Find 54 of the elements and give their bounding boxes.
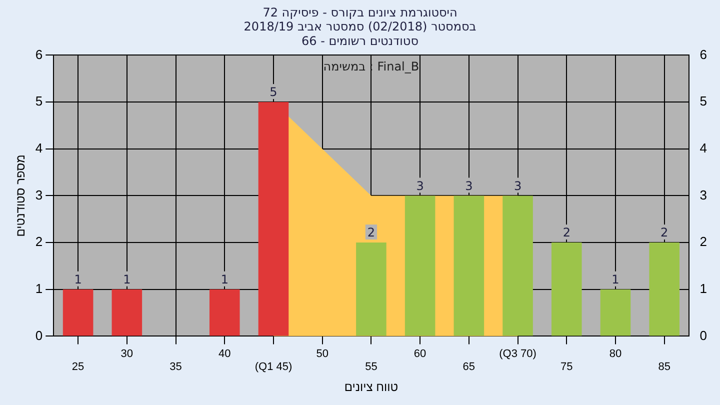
y-axis-title: מספר סטודנטים <box>14 154 28 237</box>
data-label: 1 <box>123 272 131 286</box>
bar <box>62 289 94 336</box>
bar <box>404 196 436 336</box>
y2-tick-label: 6 <box>700 46 708 62</box>
x-tick-label: 75 <box>560 361 573 374</box>
bar <box>454 196 484 336</box>
y-tick-label: 4 <box>35 140 43 156</box>
data-label: 3 <box>416 178 424 193</box>
bar <box>258 102 289 336</box>
annotation: במשימה : Final_B <box>323 59 420 74</box>
bar <box>600 289 631 336</box>
y-tick-label: 2 <box>35 234 43 250</box>
bar <box>502 196 533 336</box>
y2-tick-label: 2 <box>700 234 708 250</box>
y-tick-label: 0 <box>35 328 43 343</box>
x-axis-title: טווח ציונים <box>344 380 398 394</box>
data-label: 3 <box>514 178 522 193</box>
bar <box>356 242 386 336</box>
y2-tick-label: 3 <box>700 187 708 202</box>
y-tick-label: 3 <box>35 187 43 202</box>
data-label: 1 <box>612 272 620 286</box>
data-label: 3 <box>465 178 473 193</box>
x-tick-label: 50 <box>316 348 328 360</box>
bar <box>112 289 142 336</box>
chart-title: היסטוגרמת ציונים בקורס - פיסיקה 72 <box>262 5 458 20</box>
x-tick-label: (Q1 45) <box>254 361 292 374</box>
y2-tick-label: 5 <box>700 94 708 109</box>
bar <box>649 242 680 336</box>
bar <box>209 289 240 336</box>
y-tick-label: 6 <box>35 46 43 62</box>
chart-subtitle: בסמסטר (02/2018) סמסטר אביב 2018/19 סטודנטים רשומים - 66 <box>244 20 476 48</box>
bar <box>551 242 582 336</box>
y2-tick-label: 0 <box>700 328 708 343</box>
data-label: 1 <box>220 272 228 286</box>
x-tick-label: 55 <box>365 361 378 374</box>
data-label: 5 <box>270 85 278 100</box>
data-label: 2 <box>660 226 668 240</box>
data-label: 2 <box>562 226 570 240</box>
y2-tick-label: 1 <box>700 280 708 296</box>
x-tick-label: (Q3 70) <box>499 348 536 360</box>
x-tick-label: 30 <box>120 348 134 360</box>
data-label: 2 <box>367 226 376 240</box>
y-tick-label: 5 <box>35 94 43 109</box>
x-tick-label: 80 <box>609 348 622 360</box>
x-tick-label: 60 <box>414 348 426 360</box>
y2-tick-label: 4 <box>700 140 708 156</box>
data-label: 1 <box>74 272 82 286</box>
x-tick-label: 35 <box>170 361 182 374</box>
x-tick-label: 85 <box>658 361 670 374</box>
y-tick-label: 1 <box>35 280 43 296</box>
x-tick-label: 40 <box>218 348 231 360</box>
x-tick-label: 25 <box>72 361 84 374</box>
x-tick-label: 65 <box>462 361 476 374</box>
